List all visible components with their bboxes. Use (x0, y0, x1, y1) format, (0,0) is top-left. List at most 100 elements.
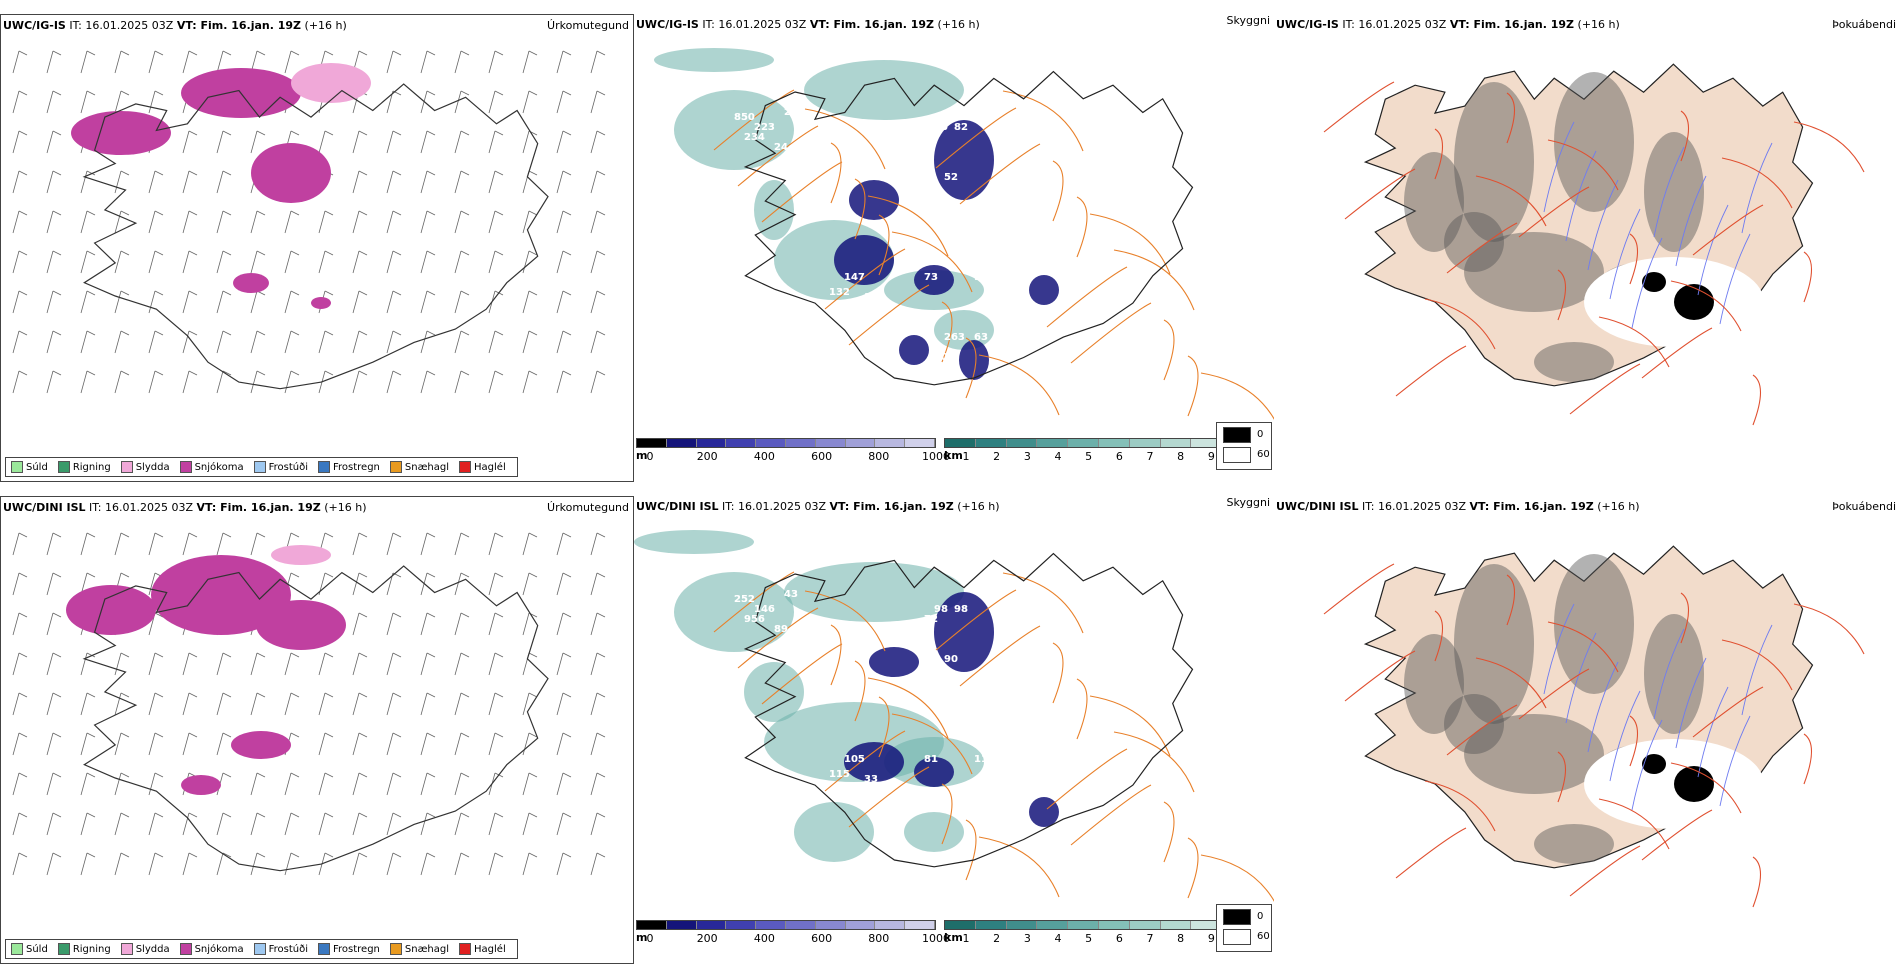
low-visibility-areas (654, 48, 994, 350)
visibility-value-label: 234 (784, 107, 805, 118)
visibility-tick: 9 (1207, 932, 1215, 945)
legend-label: Rigning (72, 943, 111, 955)
legend-swatch (318, 461, 330, 473)
visibility-tick: 4 (1054, 932, 1062, 945)
visibility-tick: 5 (1085, 932, 1093, 945)
visibility-value-label: 43 (784, 589, 798, 600)
visibility-value-label: 20 (1014, 784, 1028, 795)
legend-label: Rigning (72, 461, 111, 473)
legend-item: Haglél (459, 943, 506, 955)
coastline (743, 70, 1194, 386)
legend-swatch (318, 943, 330, 955)
precip-legend: Súld Rigning Slydda Snjókoma Frostúði Fr… (5, 457, 518, 477)
legend-item: Súld (11, 943, 48, 955)
legend-label: Slydda (135, 943, 170, 955)
precip-type-panel: UWC/DINI ISL IT: 16.01.2025 03Z VT: Fim.… (0, 496, 634, 964)
panel-header: UWC/IG-IS IT: 16.01.2025 03Z VT: Fim. 16… (636, 18, 980, 31)
lead-time: (+16 h) (1597, 500, 1640, 513)
ceiling-tick: 600 (811, 932, 833, 945)
visibility-value-label: 72 (924, 614, 938, 625)
legend-swatch (253, 943, 266, 955)
panel-header: UWC/IG-IS IT: 16.01.2025 03Z VT: Fim. 16… (1276, 18, 1620, 31)
fog-index-legend: 0 60 (1216, 904, 1272, 952)
fog-legend-label: 60 (1257, 449, 1270, 460)
valid-time: VT: Fim. 16.jan. 19Z (1449, 18, 1575, 31)
valid-time: VT: Fim. 16.jan. 19Z (809, 18, 935, 31)
lead-time: (+16 h) (937, 18, 980, 31)
model-label: UWC/DINI ISL (636, 500, 719, 513)
legend-swatch (11, 461, 23, 473)
panel-header: UWC/DINI ISL IT: 16.01.2025 03Z VT: Fim.… (636, 500, 999, 513)
precip-map (12, 532, 606, 876)
visibility-tick: 5 (1085, 450, 1093, 463)
road-network (713, 571, 1274, 903)
legend-swatch (459, 461, 472, 473)
panel-header: UWC/DINI ISL IT: 16.01.2025 03Z VT: Fim.… (1276, 500, 1639, 513)
init-time: IT: 16.01.2025 03Z (1342, 18, 1447, 31)
visibility-value-label: 98 (954, 604, 968, 615)
visibility-tick: 1 (962, 450, 970, 463)
init-time: IT: 16.01.2025 03Z (1362, 500, 1467, 513)
fog-index-panel: UWC/IG-IS IT: 16.01.2025 03Z VT: Fim. 16… (1274, 14, 1900, 482)
visibility-tick: 4 (1054, 450, 1062, 463)
visibility-value-label: 850 (734, 112, 755, 123)
low-ceiling-areas (834, 120, 1059, 380)
fog-legend-label: 0 (1257, 429, 1264, 440)
visibility-tick: 6 (1115, 932, 1123, 945)
lead-time: (+16 h) (324, 501, 367, 514)
rivers (1543, 121, 1773, 329)
legend-item: Súld (11, 461, 48, 473)
fog-legend-swatch (1223, 909, 1251, 925)
visibility-tick: 7 (1146, 450, 1154, 463)
legend-label: Súld (26, 461, 48, 473)
visibility-value-label: 115 (829, 769, 850, 780)
lead-time: (+16 h) (1577, 18, 1620, 31)
lead-time: (+16 h) (304, 19, 347, 32)
coastline (82, 565, 549, 872)
panel-title: Skyggni (1226, 496, 1270, 509)
fog-legend-swatch (1223, 447, 1251, 463)
ceiling-tick: 800 (868, 932, 890, 945)
visibility-value-label: 223 (754, 122, 775, 133)
visibility-value-label: 13 (894, 362, 908, 373)
ceiling-tick: 0 (646, 932, 654, 945)
road-network (1323, 563, 1865, 908)
fog-legend-label: 0 (1257, 911, 1264, 922)
visibility-colorbar: km 12345678910 (944, 438, 1254, 464)
legend-label: Snæhagl (404, 943, 450, 955)
panel-title: Úrkomutegund (547, 501, 629, 514)
legend-item: Rigning (57, 943, 111, 955)
visibility-value-label: 33 (864, 774, 878, 785)
low-visibility-areas (634, 530, 984, 862)
legend-swatch (253, 461, 266, 473)
visibility-value-label: 263 (944, 332, 965, 343)
low-ceiling-areas (844, 592, 1059, 827)
visibility-tick: 8 (1177, 932, 1185, 945)
visibility-value-label: 164 (1014, 302, 1035, 313)
fog-legend-label: 60 (1257, 931, 1270, 942)
road-network (713, 89, 1274, 421)
visibility-tick: 1 (962, 932, 970, 945)
legend-item: Slydda (120, 943, 170, 955)
valid-time: VT: Fim. 16.jan. 19Z (196, 501, 321, 514)
model-label: UWC/IG-IS (636, 18, 699, 31)
visibility-value-label: 98 (974, 272, 988, 283)
visibility-value-label: 147 (844, 272, 865, 283)
init-time: IT: 16.01.2025 03Z (69, 19, 174, 32)
fog-shading (1404, 554, 1764, 864)
legend-swatch (459, 943, 472, 955)
visibility-value-label: 956 (744, 614, 765, 625)
legend-swatch (57, 943, 70, 955)
visibility-tick: 2 (993, 932, 1001, 945)
ceiling-tick: 200 (696, 932, 718, 945)
coastline (82, 83, 549, 390)
ceiling-colorbar: m 0 200 400 600 800 1000 (636, 920, 950, 946)
visibility-tick: 2 (993, 450, 1001, 463)
ceiling-tick: 600 (811, 450, 833, 463)
visibility-value-label: 132 (829, 287, 850, 298)
visibility-value-label: 63 (974, 332, 988, 343)
model-label: UWC/DINI ISL (3, 501, 86, 514)
visibility-panel: UWC/IG-IS IT: 16.01.2025 03Z VT: Fim. 16… (634, 14, 1274, 482)
